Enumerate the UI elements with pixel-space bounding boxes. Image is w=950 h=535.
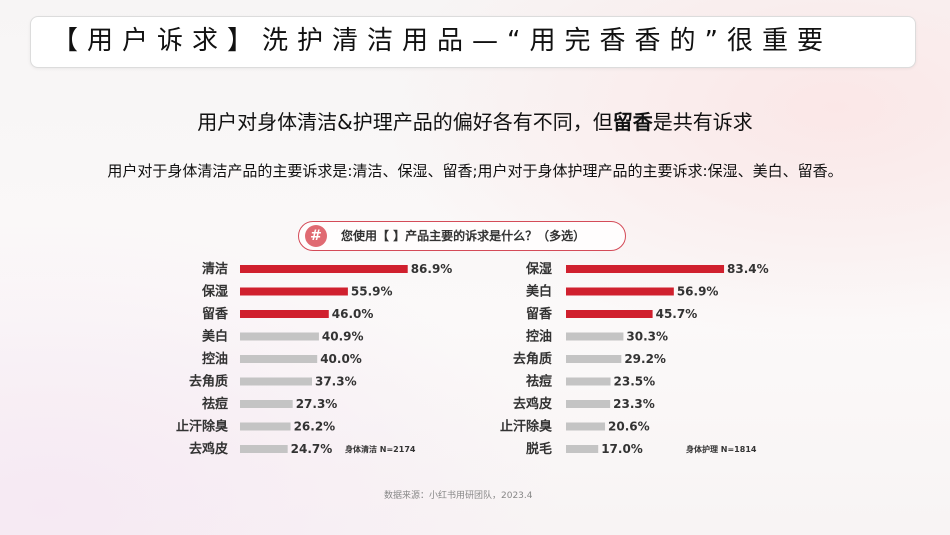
value-label: 83.4% xyxy=(727,262,769,276)
hash-icon: # xyxy=(305,225,327,247)
category-label: 美白 xyxy=(202,329,228,345)
value-label: 45.7% xyxy=(656,307,698,321)
category-label: 保湿 xyxy=(525,261,552,277)
value-label: 26.2% xyxy=(294,420,336,434)
bar xyxy=(566,310,653,318)
category-label: 控油 xyxy=(526,329,552,345)
category-label: 祛痘 xyxy=(202,396,228,412)
value-label: 24.7% xyxy=(291,442,333,456)
category-label: 保湿 xyxy=(201,284,228,300)
category-label: 脱毛 xyxy=(526,441,552,457)
subtitle: 用户对身体清洁&护理产品的偏好各有不同，但留香是共有诉求 xyxy=(0,106,950,135)
description: 用户对于身体清洁产品的主要诉求是:清洁、保湿、留香;用户对于身体护理产品的主要诉… xyxy=(107,162,843,180)
category-label: 去鸡皮 xyxy=(513,396,552,412)
value-label: 86.9% xyxy=(411,262,453,276)
page-title: 【用户诉求】洗护清洁用品—“用完香香的”很重要 xyxy=(52,26,832,56)
bar xyxy=(240,265,408,273)
subtitle-bold: 留香 xyxy=(612,110,653,134)
category-label: 去鸡皮 xyxy=(189,441,228,457)
bar xyxy=(240,422,291,431)
value-label: 46.0% xyxy=(332,307,374,321)
value-label: 37.3% xyxy=(315,375,357,389)
category-label: 祛痘 xyxy=(526,374,552,390)
value-label: 30.3% xyxy=(626,330,668,344)
value-label: 40.9% xyxy=(322,330,364,344)
value-label: 27.3% xyxy=(296,397,338,411)
bar xyxy=(240,332,319,341)
subtitle-part2: 是共有诉求 xyxy=(652,110,753,134)
source-note: 数据来源：小红书用研团队，2023.4 xyxy=(384,491,533,501)
bar xyxy=(566,287,674,296)
bar xyxy=(240,377,312,386)
bar xyxy=(566,355,622,363)
category-label: 去角质 xyxy=(513,351,552,367)
value-label: 20.6% xyxy=(608,420,650,434)
bar xyxy=(566,377,611,386)
question-text: 您使用【 】产品主要的诉求是什么？（多选） xyxy=(341,229,586,243)
bar xyxy=(566,400,611,408)
title-box xyxy=(30,16,916,68)
category-label: 止汗除臭 xyxy=(176,419,228,435)
sample-size-label: 身体护理 N=1814 xyxy=(686,444,757,454)
value-label: 23.3% xyxy=(613,397,655,411)
value-label: 23.5% xyxy=(614,375,656,389)
bar xyxy=(240,400,293,408)
question-pill: # 您使用【 】产品主要的诉求是什么？（多选） xyxy=(298,221,626,251)
sample-size-label: 身体清洁 N=2174 xyxy=(345,444,416,454)
category-label: 控油 xyxy=(202,351,228,367)
bar xyxy=(566,265,725,273)
subtitle-part1: 用户对身体清洁&护理产品的偏好各有不同，但 xyxy=(197,110,613,134)
value-label: 55.9% xyxy=(351,285,393,299)
value-label: 56.9% xyxy=(677,285,719,299)
category-label: 止汗除臭 xyxy=(500,419,552,435)
category-label: 美白 xyxy=(526,284,552,300)
value-label: 17.0% xyxy=(601,442,643,456)
bar xyxy=(240,287,348,296)
bar xyxy=(566,332,624,341)
bar xyxy=(240,445,288,453)
bar xyxy=(566,422,606,431)
bar xyxy=(240,355,318,363)
bar xyxy=(566,445,599,453)
bar xyxy=(240,310,329,318)
value-label: 40.0% xyxy=(320,352,362,366)
category-label: 清洁 xyxy=(202,261,228,277)
category-label: 去角质 xyxy=(189,374,228,390)
category-label: 留香 xyxy=(526,306,553,322)
value-label: 29.2% xyxy=(624,352,666,366)
category-label: 留香 xyxy=(202,306,229,322)
